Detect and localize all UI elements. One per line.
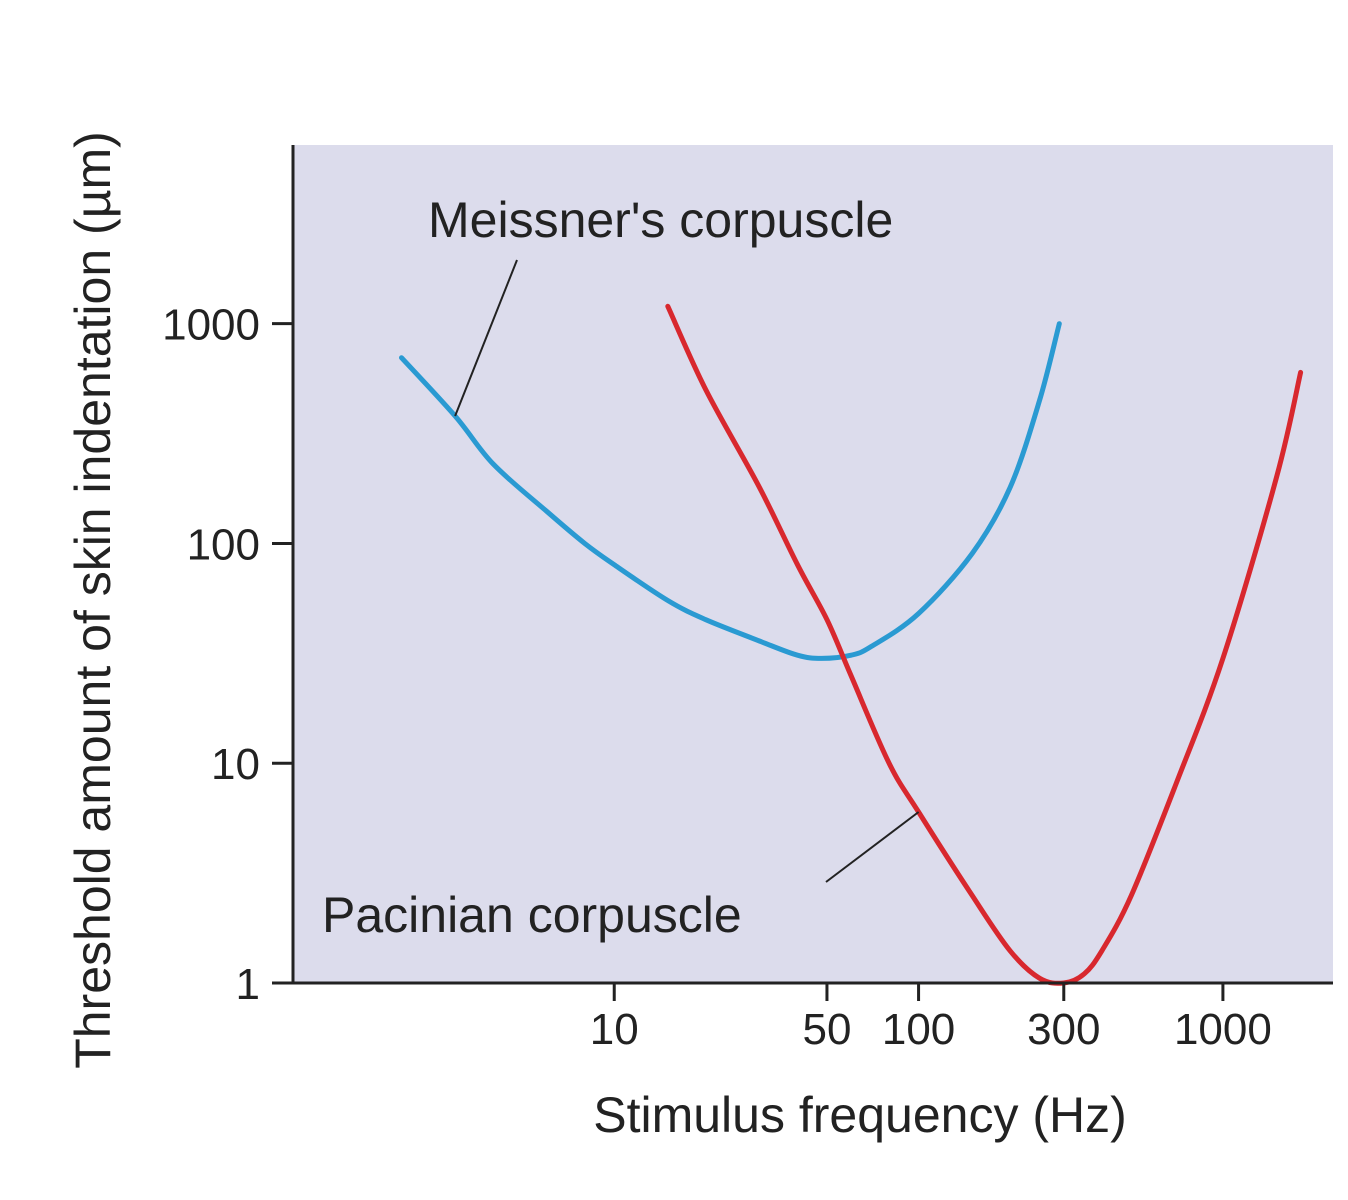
- x-ticks: 10 50 100 300 1000: [590, 983, 1272, 1054]
- y-tick-label: 100: [187, 520, 260, 569]
- leader-line-meissner: [454, 259, 518, 417]
- x-tick-label: 300: [1027, 1005, 1100, 1054]
- series-line-meissner: [399, 321, 1062, 661]
- annotation-meissner: Meissner's corpuscle: [428, 192, 893, 248]
- x-tick-label: 50: [802, 1005, 851, 1054]
- leader-line-pacinian: [825, 811, 920, 883]
- y-axis-title: Threshold amount of skin indentation (µm…: [65, 131, 121, 1069]
- x-tick-label: 10: [590, 1005, 639, 1054]
- y-tick-label: 1000: [162, 301, 260, 350]
- annotation-leaders: [454, 259, 920, 883]
- x-tick-label: 100: [882, 1005, 955, 1054]
- annotation-pacinian: Pacinian corpuscle: [322, 887, 742, 943]
- plot-area: [293, 145, 1333, 983]
- series-line-pacinian: [665, 303, 1304, 986]
- x-axis-title: Stimulus frequency (Hz): [593, 1087, 1127, 1143]
- y-tick-label: 1: [236, 960, 260, 1009]
- y-tick-label: 10: [211, 740, 260, 789]
- y-ticks: 1 10 100 1000: [162, 301, 293, 1009]
- x-tick-label: 1000: [1174, 1005, 1272, 1054]
- curves: [399, 303, 1304, 986]
